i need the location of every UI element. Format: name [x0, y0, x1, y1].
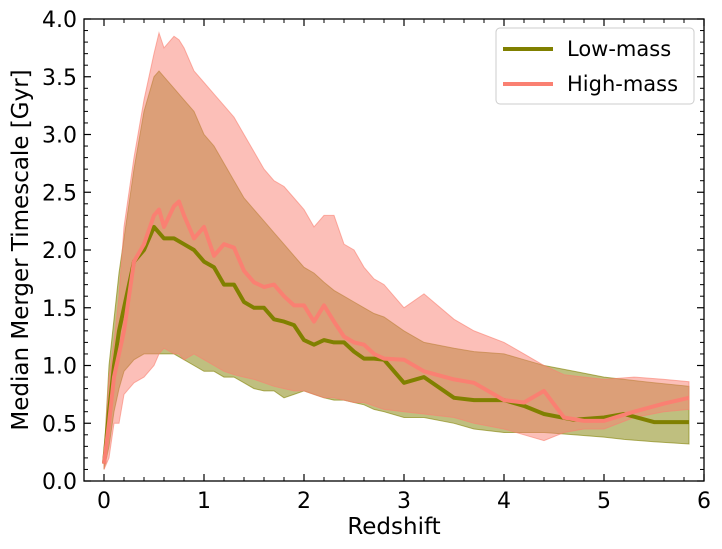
legend-label-high-mass: High-mass — [567, 72, 678, 96]
line-low-mass — [102, 224, 689, 464]
x-axis: 0 1 2 3 4 5 6 — [83, 19, 711, 514]
x-tick-label: 5 — [597, 489, 611, 514]
x-axis-label: Redshift — [347, 514, 440, 540]
legend: Low-mass High-mass — [495, 27, 695, 105]
x-tick-label: 1 — [197, 489, 211, 514]
x-tick-label: 3 — [397, 489, 411, 514]
x-tick-label: 4 — [497, 489, 511, 514]
y-tick-label: 4.0 — [42, 8, 77, 33]
confidence-bands — [103, 31, 690, 470]
y-tick-label: 1.0 — [42, 355, 77, 380]
y-axis-label: Median Merger Timescale [Gyr] — [8, 69, 34, 430]
band-high-mass — [103, 31, 690, 470]
y-tick-label: 0.0 — [42, 470, 77, 495]
y-tick-label: 2.0 — [42, 239, 77, 264]
y-tick-label: 1.5 — [42, 297, 77, 322]
x-tick-label: 6 — [697, 489, 711, 514]
line-high-mass — [102, 199, 690, 464]
series-lines — [102, 199, 690, 464]
y-tick-label: 2.5 — [42, 181, 77, 206]
x-tick-label: 0 — [97, 489, 111, 514]
legend-label-low-mass: Low-mass — [567, 37, 671, 61]
y-tick-label: 0.5 — [42, 412, 77, 437]
x-tick-label: 2 — [297, 489, 311, 514]
y-axis: 0.0 0.5 1.0 1.5 2.0 2.5 3.0 3.5 4.0 — [42, 8, 704, 495]
y-tick-label: 3.0 — [42, 124, 77, 149]
y-tick-label: 3.5 — [42, 66, 77, 91]
